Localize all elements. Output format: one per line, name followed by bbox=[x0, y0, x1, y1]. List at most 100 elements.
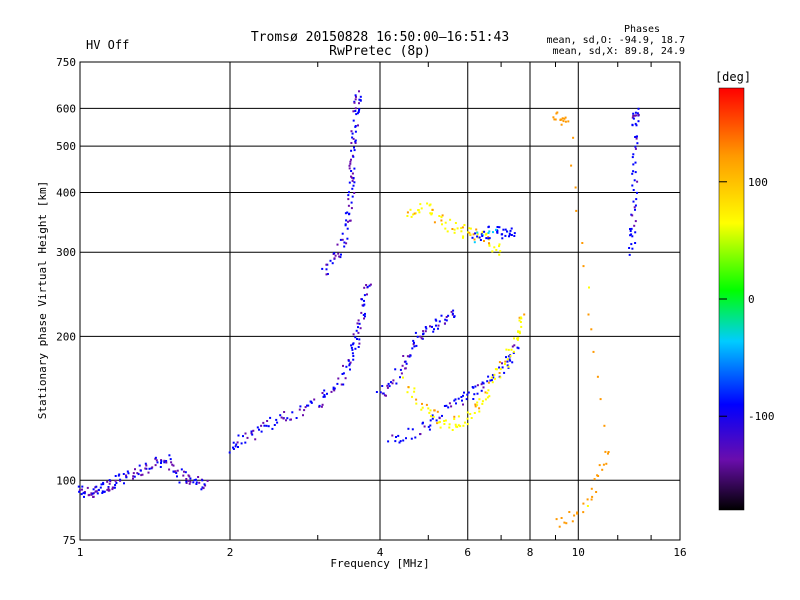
data-point bbox=[134, 468, 136, 471]
data-point bbox=[307, 404, 310, 407]
data-point bbox=[429, 325, 431, 328]
data-point bbox=[183, 470, 185, 473]
data-point bbox=[95, 490, 98, 493]
data-point bbox=[476, 235, 479, 238]
data-point bbox=[275, 418, 278, 421]
data-point bbox=[144, 462, 147, 465]
data-point bbox=[266, 420, 269, 422]
data-point bbox=[486, 396, 489, 399]
data-point bbox=[352, 119, 355, 122]
data-point bbox=[481, 230, 484, 233]
data-point bbox=[487, 236, 490, 239]
data-point bbox=[416, 335, 419, 338]
data-point bbox=[632, 163, 635, 166]
data-point bbox=[449, 218, 452, 221]
data-point bbox=[114, 484, 117, 486]
data-point bbox=[555, 112, 558, 115]
data-point bbox=[496, 226, 499, 228]
data-point bbox=[200, 488, 203, 491]
colorbar-tick-label: 100 bbox=[748, 176, 768, 189]
data-point bbox=[473, 393, 476, 396]
data-point bbox=[83, 491, 86, 493]
data-point bbox=[313, 398, 316, 401]
data-point bbox=[519, 321, 522, 323]
data-point bbox=[411, 395, 413, 398]
data-point bbox=[488, 243, 491, 246]
data-point bbox=[597, 475, 600, 477]
data-point bbox=[242, 435, 244, 438]
data-point bbox=[336, 382, 339, 385]
data-point bbox=[632, 153, 635, 156]
data-point bbox=[341, 373, 344, 375]
data-point bbox=[460, 230, 463, 233]
chart-title: Tromsø 20150828 16:50:00–16:51:43 bbox=[251, 30, 509, 45]
data-point bbox=[144, 467, 147, 470]
data-point bbox=[240, 442, 243, 445]
data-point bbox=[232, 446, 234, 449]
data-point bbox=[265, 424, 268, 427]
data-point bbox=[359, 95, 362, 98]
data-point bbox=[195, 481, 198, 484]
data-point bbox=[406, 355, 409, 358]
data-point bbox=[358, 338, 361, 341]
data-point bbox=[402, 439, 405, 442]
data-point bbox=[558, 525, 561, 528]
data-point bbox=[90, 492, 93, 495]
data-point bbox=[461, 226, 464, 229]
data-point bbox=[418, 211, 421, 214]
data-point bbox=[354, 98, 357, 101]
data-point bbox=[634, 231, 637, 234]
data-point bbox=[160, 460, 163, 463]
data-point bbox=[429, 424, 432, 427]
data-point bbox=[352, 137, 355, 140]
data-point bbox=[88, 493, 91, 496]
data-point bbox=[354, 336, 357, 339]
data-point bbox=[262, 421, 265, 424]
x-tick-label: 16 bbox=[673, 546, 686, 559]
data-point bbox=[364, 312, 366, 315]
data-point bbox=[109, 480, 112, 483]
data-point bbox=[417, 209, 420, 212]
data-point bbox=[108, 482, 111, 485]
data-point bbox=[483, 230, 486, 233]
data-point bbox=[507, 365, 510, 368]
data-point bbox=[637, 113, 640, 116]
data-point bbox=[347, 198, 350, 201]
data-point bbox=[469, 227, 472, 230]
data-point bbox=[502, 228, 505, 231]
data-point bbox=[137, 473, 140, 476]
data-point bbox=[437, 324, 440, 327]
data-point bbox=[351, 136, 354, 139]
data-point bbox=[348, 219, 351, 222]
data-point bbox=[187, 479, 190, 482]
data-point bbox=[357, 111, 360, 113]
data-point bbox=[562, 120, 565, 123]
data-point bbox=[509, 229, 512, 232]
data-point bbox=[348, 181, 351, 184]
data-point bbox=[382, 392, 385, 395]
data-point bbox=[358, 109, 360, 112]
data-point bbox=[234, 445, 237, 448]
data-point bbox=[332, 388, 335, 391]
data-point bbox=[117, 474, 120, 477]
data-point bbox=[630, 243, 633, 246]
data-point bbox=[408, 355, 411, 358]
data-point bbox=[565, 522, 568, 525]
data-point bbox=[493, 246, 496, 249]
data-point bbox=[507, 366, 510, 369]
data-point bbox=[413, 212, 416, 215]
data-point bbox=[228, 451, 231, 454]
data-point bbox=[561, 117, 564, 120]
data-point bbox=[435, 319, 438, 322]
data-point bbox=[563, 117, 566, 120]
data-point bbox=[368, 284, 371, 287]
data-point bbox=[350, 201, 353, 204]
data-point bbox=[401, 364, 404, 367]
data-point bbox=[276, 421, 279, 424]
data-point bbox=[516, 338, 519, 341]
data-point bbox=[488, 395, 491, 398]
data-point bbox=[419, 433, 422, 435]
data-point bbox=[412, 343, 415, 346]
data-point bbox=[457, 415, 460, 418]
data-point bbox=[322, 395, 325, 398]
